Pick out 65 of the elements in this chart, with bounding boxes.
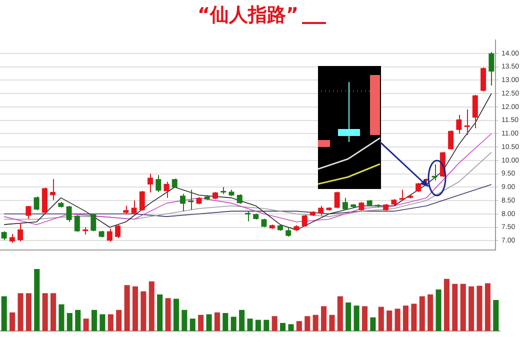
bar (321, 306, 327, 331)
bar (337, 296, 343, 331)
bar (157, 294, 163, 331)
bar (468, 286, 474, 331)
bar (362, 306, 368, 331)
bar (124, 285, 130, 331)
bar (288, 324, 294, 331)
bar (239, 310, 245, 331)
bar (58, 304, 64, 331)
bar (304, 316, 310, 331)
bar (198, 314, 204, 331)
bar (386, 310, 392, 331)
bar (83, 318, 89, 331)
bar (165, 298, 171, 331)
bar (108, 314, 114, 331)
bar (148, 281, 154, 331)
bar (42, 293, 48, 331)
bar (296, 321, 302, 331)
candlestick (269, 224, 275, 230)
bar (182, 310, 188, 331)
bar (312, 314, 318, 331)
bar (428, 294, 434, 331)
bar (460, 284, 466, 331)
bar (247, 318, 253, 331)
bar (354, 306, 360, 331)
bar (378, 306, 384, 331)
bar (140, 291, 146, 331)
bar (370, 317, 376, 331)
bar (255, 320, 261, 331)
bar (75, 310, 81, 331)
bar (34, 269, 40, 331)
bar (493, 300, 499, 331)
bar (1, 296, 7, 331)
bar (206, 314, 212, 331)
candlestick (123, 205, 129, 215)
bar (329, 314, 335, 331)
bar (346, 302, 352, 331)
bar (436, 289, 442, 331)
bar (476, 286, 482, 331)
bar (50, 293, 56, 331)
bar (173, 298, 179, 331)
bar (116, 310, 122, 331)
bar (272, 316, 278, 331)
bar (91, 310, 98, 331)
bar (10, 312, 16, 331)
chart-title: “仙人指路” (198, 4, 298, 26)
bar (214, 312, 220, 331)
bar (264, 320, 270, 331)
bar (394, 308, 400, 331)
bar (132, 286, 138, 331)
bar (18, 293, 24, 331)
bar (452, 284, 458, 331)
bar (190, 318, 196, 331)
bar (100, 314, 106, 331)
bar (222, 313, 228, 331)
bar (444, 278, 450, 331)
bar (402, 306, 409, 331)
bar (419, 296, 425, 331)
bar (411, 304, 417, 331)
candlestick (407, 194, 413, 199)
bar (484, 283, 490, 331)
bar (26, 293, 32, 331)
bar (280, 322, 286, 331)
bar (230, 316, 236, 331)
bar (66, 313, 72, 331)
